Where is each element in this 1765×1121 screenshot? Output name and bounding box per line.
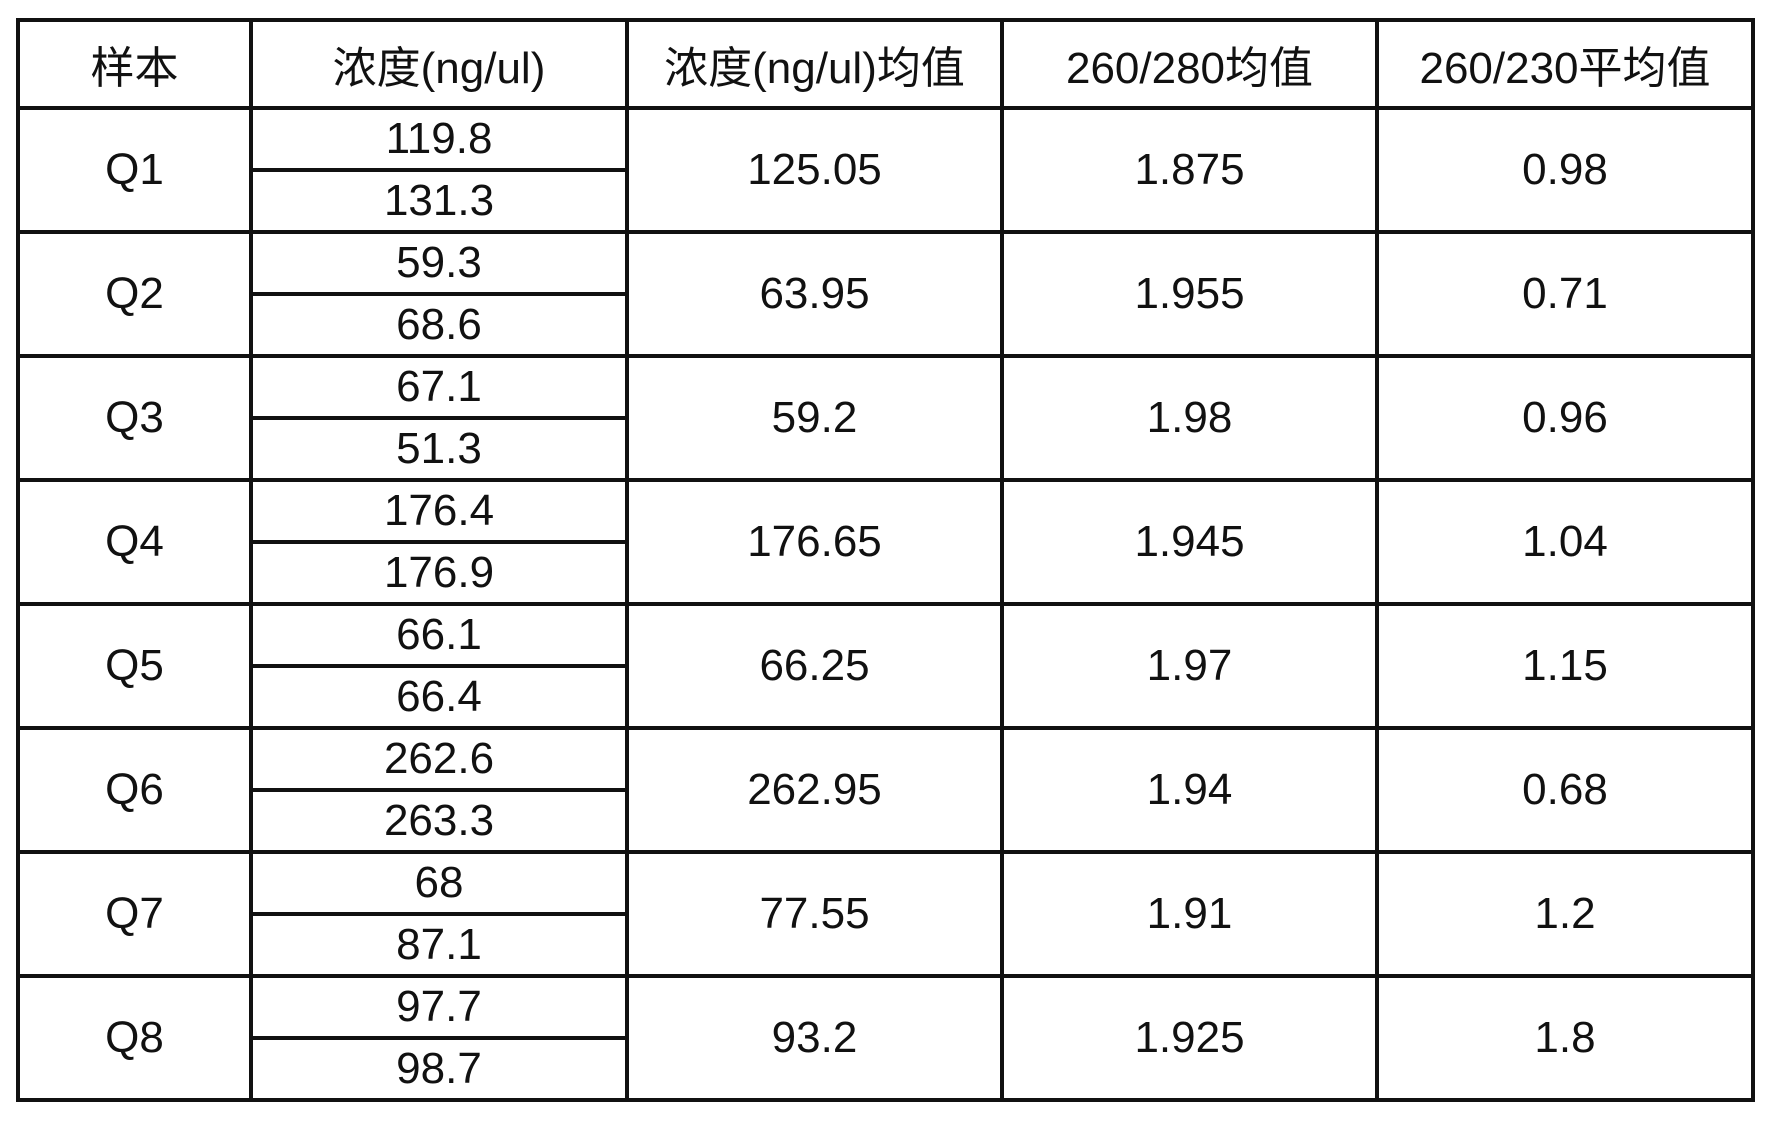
concentration-cell: 51.3 (249, 416, 629, 482)
table-subrow: 66.4 (18, 664, 1753, 730)
table-subrow: 98.7 (18, 1036, 1753, 1102)
sample-cell: Q8 (16, 974, 253, 1102)
ratio-260-230-cell: 0.96 (1375, 354, 1755, 482)
ratio-260-230-cell: 1.8 (1375, 974, 1755, 1102)
concentration-mean-cell: 77.55 (625, 850, 1004, 978)
concentration-cell: 66.4 (249, 664, 629, 730)
concentration-mean-cell: 125.05 (625, 106, 1004, 234)
concentration-cell: 68 (249, 850, 629, 916)
concentration-mean-cell: 93.2 (625, 974, 1004, 1102)
sample-cell: Q2 (16, 230, 253, 358)
ratio-260-280-cell: 1.98 (1000, 354, 1379, 482)
concentration-cell: 66.1 (249, 602, 629, 668)
concentration-cell: 97.7 (249, 974, 629, 1040)
concentration-cell: 176.4 (249, 478, 629, 544)
header-260-230-mean: 260/230平均值 (1375, 18, 1755, 110)
sample-cell: Q7 (16, 850, 253, 978)
ratio-260-230-cell: 0.98 (1375, 106, 1755, 234)
ratio-260-230-cell: 1.15 (1375, 602, 1755, 730)
ratio-260-280-cell: 1.945 (1000, 478, 1379, 606)
table-row: Q5 66.1 66.25 1.97 1.15 (16, 602, 1755, 730)
table-row: Q7 68 77.55 1.91 1.2 (16, 850, 1755, 978)
table-row: Q8 97.7 93.2 1.925 1.8 (16, 974, 1755, 1102)
concentration-mean-cell: 63.95 (625, 230, 1004, 358)
concentration-cell: 68.6 (249, 292, 629, 358)
table-subrow: 51.3 (18, 416, 1753, 482)
header-260-280-mean: 260/280均值 (1000, 18, 1379, 110)
ratio-260-280-cell: 1.875 (1000, 106, 1379, 234)
ratio-260-280-cell: 1.91 (1000, 850, 1379, 978)
ratio-260-230-cell: 0.71 (1375, 230, 1755, 358)
table-row: Q6 262.6 262.95 1.94 0.68 (16, 726, 1755, 854)
table-row: Q4 176.4 176.65 1.945 1.04 (16, 478, 1755, 606)
header-concentration: 浓度(ng/ul) (249, 18, 629, 110)
concentration-cell: 98.7 (249, 1036, 629, 1102)
ratio-260-280-cell: 1.955 (1000, 230, 1379, 358)
ratio-260-280-cell: 1.94 (1000, 726, 1379, 854)
table-subrow: 263.3 (18, 788, 1753, 854)
concentration-cell: 263.3 (249, 788, 629, 854)
concentration-cell: 262.6 (249, 726, 629, 792)
table-subrow: 68.6 (18, 292, 1753, 358)
header-concentration-mean: 浓度(ng/ul)均值 (625, 18, 1004, 110)
concentration-mean-cell: 176.65 (625, 478, 1004, 606)
sample-cell: Q3 (16, 354, 253, 482)
concentration-cell: 59.3 (249, 230, 629, 296)
concentration-cell: 176.9 (249, 540, 629, 606)
header-sample: 样本 (16, 18, 253, 110)
sample-cell: Q6 (16, 726, 253, 854)
sample-cell: Q5 (16, 602, 253, 730)
ratio-260-280-cell: 1.97 (1000, 602, 1379, 730)
concentration-mean-cell: 262.95 (625, 726, 1004, 854)
header-row: 样本 浓度(ng/ul) 浓度(ng/ul)均值 260/280均值 260/2… (16, 18, 1755, 110)
sample-cell: Q4 (16, 478, 253, 606)
table-subrow: 176.9 (18, 540, 1753, 606)
sample-cell: Q1 (16, 106, 253, 234)
ratio-260-230-cell: 1.04 (1375, 478, 1755, 606)
concentration-cell: 119.8 (249, 106, 629, 172)
table-row: Q3 67.1 59.2 1.98 0.96 (16, 354, 1755, 482)
concentration-cell: 131.3 (249, 168, 629, 234)
table-subrow: 87.1 (18, 912, 1753, 978)
ratio-260-230-cell: 0.68 (1375, 726, 1755, 854)
table-row: Q2 59.3 63.95 1.955 0.71 (16, 230, 1755, 358)
concentration-mean-cell: 66.25 (625, 602, 1004, 730)
concentration-mean-cell: 59.2 (625, 354, 1004, 482)
rna-concentration-table: 样本 浓度(ng/ul) 浓度(ng/ul)均值 260/280均值 260/2… (16, 18, 1755, 1102)
ratio-260-230-cell: 1.2 (1375, 850, 1755, 978)
table-subrow: 131.3 (18, 168, 1753, 234)
concentration-cell: 87.1 (249, 912, 629, 978)
concentration-cell: 67.1 (249, 354, 629, 420)
ratio-260-280-cell: 1.925 (1000, 974, 1379, 1102)
table-row: Q1 119.8 125.05 1.875 0.98 (16, 106, 1755, 234)
